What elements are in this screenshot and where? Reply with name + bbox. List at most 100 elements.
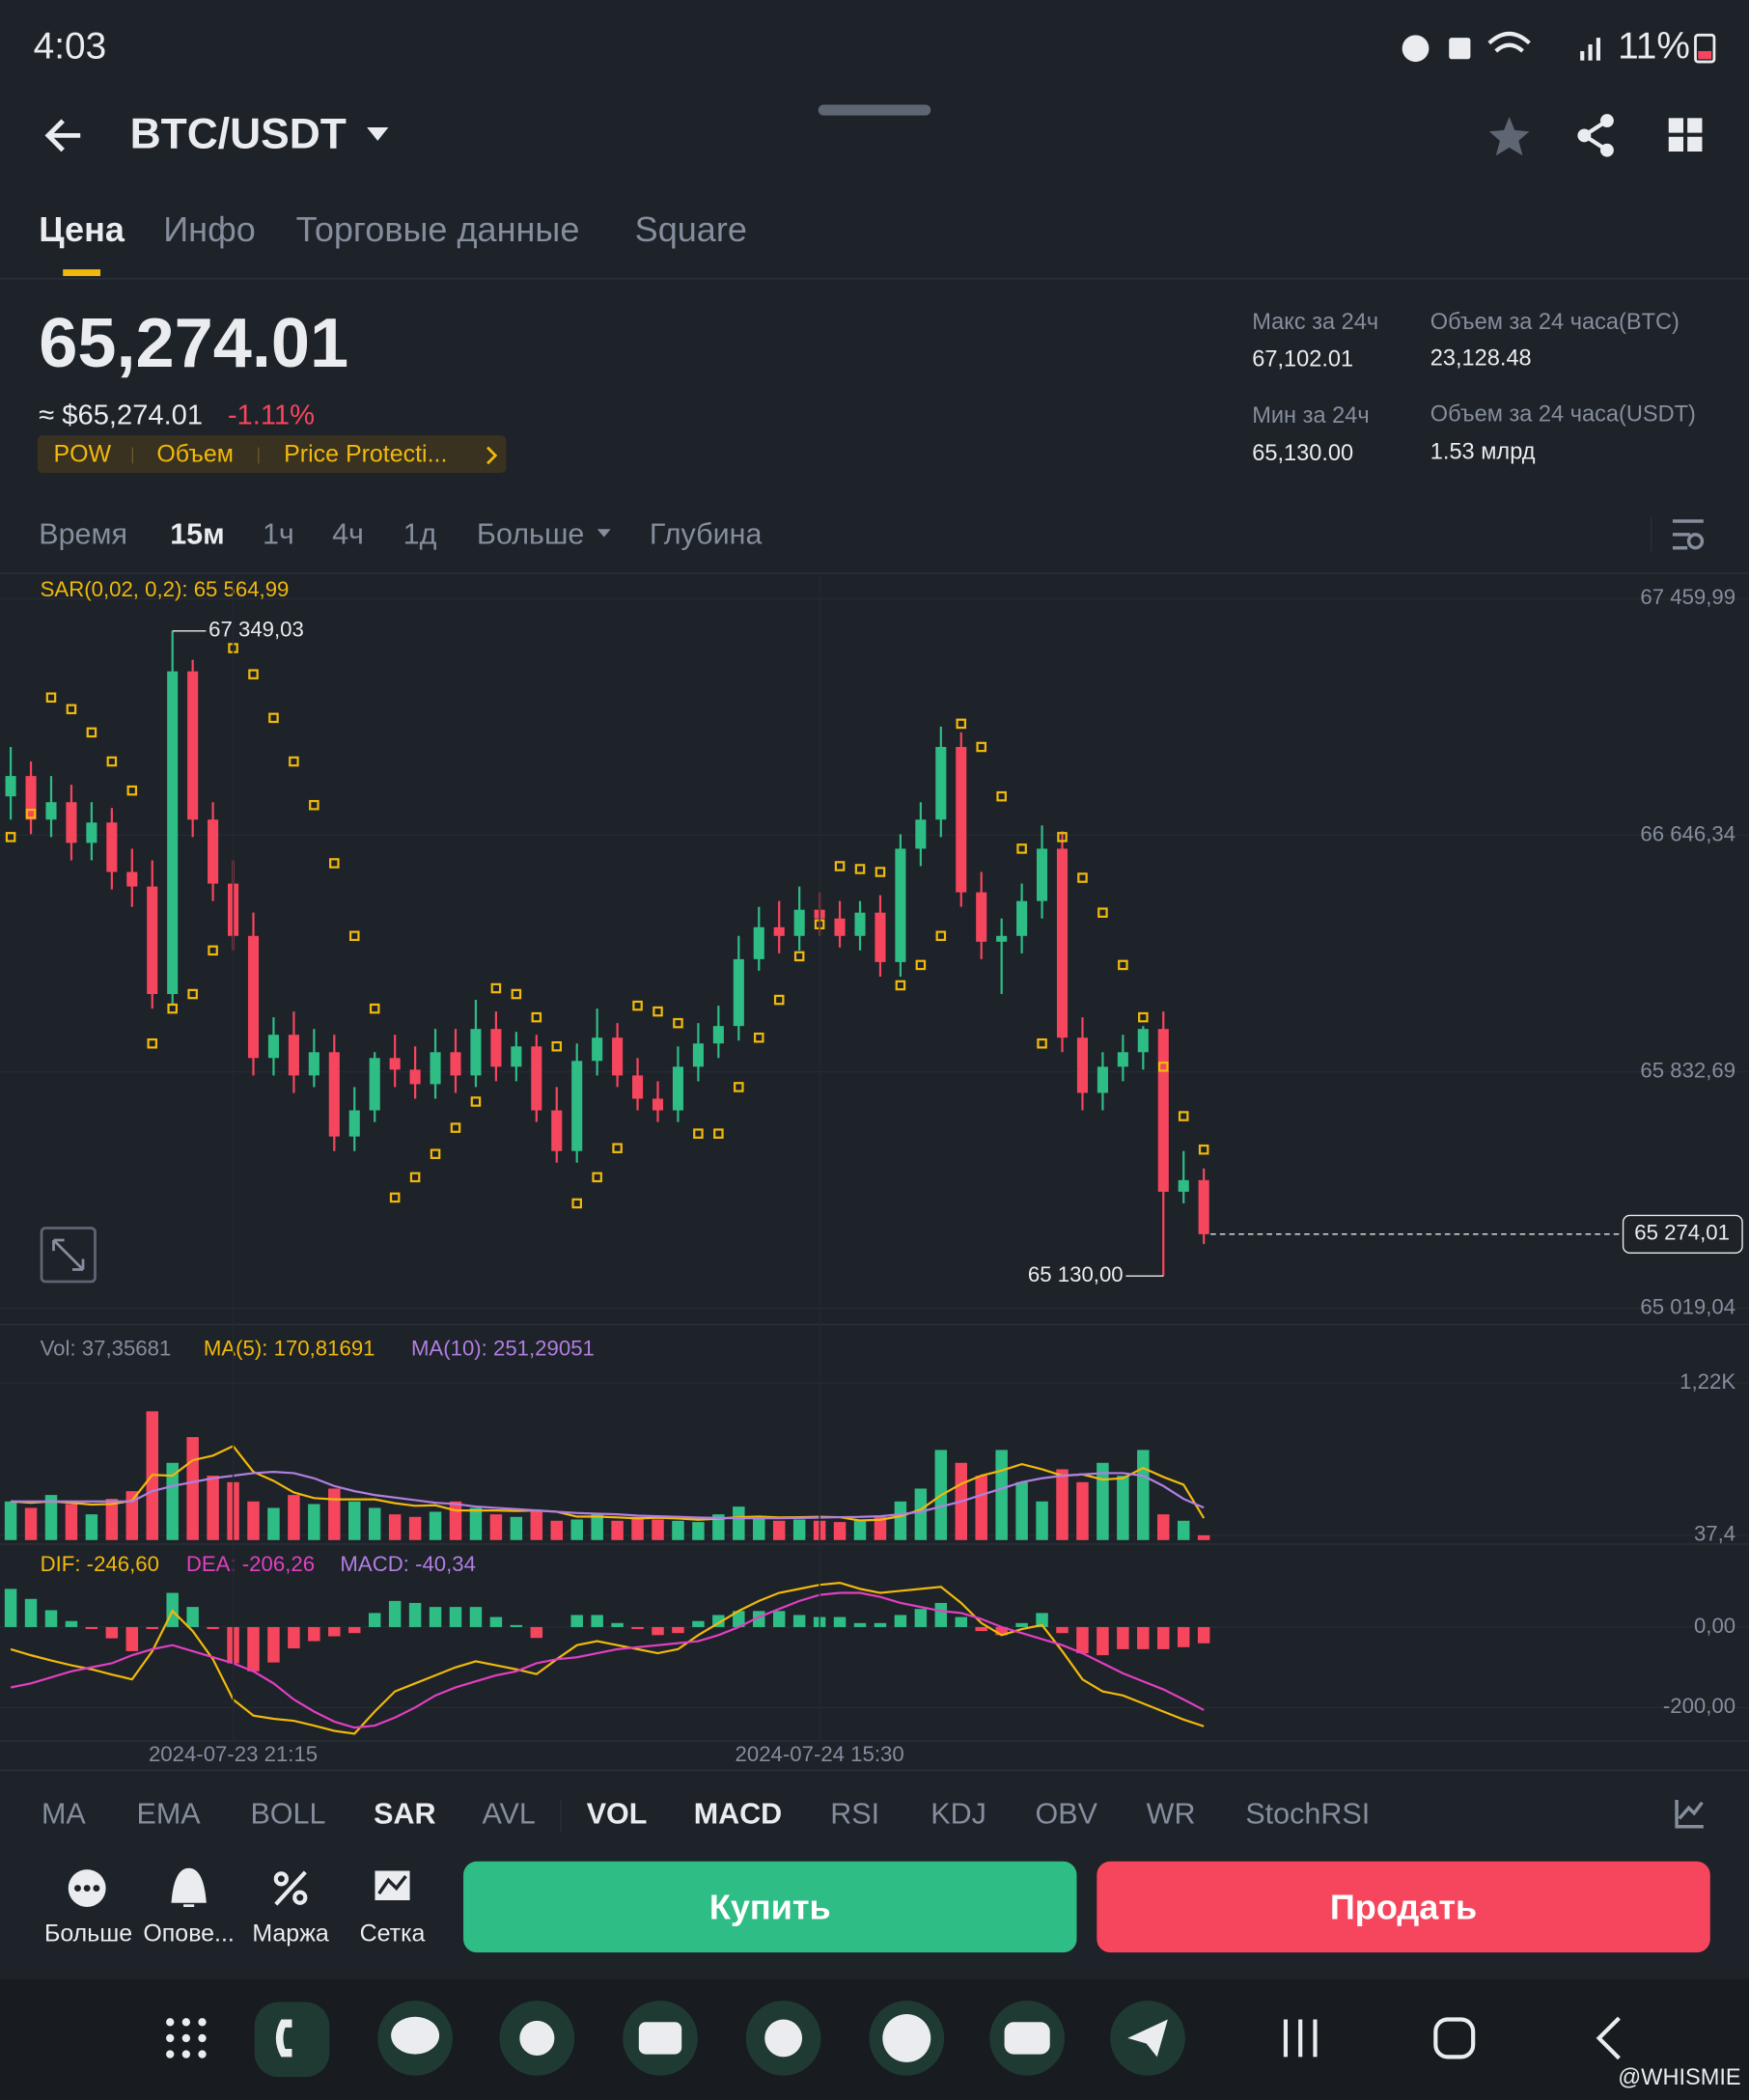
sar-dot xyxy=(935,930,947,942)
tag-bar[interactable] xyxy=(37,435,507,474)
interval[interactable]: 4ч xyxy=(332,517,364,550)
sar-dot xyxy=(773,994,785,1006)
x-tick-label: 2024-07-24 15:30 xyxy=(736,1742,904,1766)
indicator-tab[interactable]: AVL xyxy=(482,1798,535,1831)
action-label[interactable]: Опове... xyxy=(143,1920,235,1948)
indicator-tab[interactable]: EMA xyxy=(137,1798,202,1831)
action-label[interactable]: Больше xyxy=(44,1920,132,1948)
candle-body xyxy=(5,776,16,797)
interval[interactable]: 1ч xyxy=(263,517,294,550)
indicator-tab[interactable]: VOL xyxy=(587,1798,648,1831)
indicator-tab[interactable]: StochRSI xyxy=(1245,1798,1370,1831)
indicator-settings[interactable] xyxy=(1675,1799,1704,1829)
macd-bar xyxy=(1117,1626,1129,1649)
volume-bar xyxy=(1117,1476,1129,1540)
fullscreen-button[interactable] xyxy=(40,1227,97,1284)
candle-body xyxy=(25,776,37,820)
volume-bar xyxy=(368,1507,381,1540)
indicator-tab[interactable]: WR xyxy=(1147,1798,1196,1831)
candle-body xyxy=(86,822,97,843)
back-button[interactable] xyxy=(44,119,81,152)
drag-handle[interactable] xyxy=(818,104,931,116)
app-drawer[interactable] xyxy=(166,2018,207,2059)
tab[interactable]: Инфо xyxy=(163,209,256,249)
sar-dot xyxy=(632,1000,643,1011)
indicator-tab[interactable]: KDJ xyxy=(930,1798,986,1831)
dock-apps[interactable] xyxy=(254,2001,1185,2078)
sar-dot xyxy=(673,1017,683,1029)
volume-bar xyxy=(1076,1481,1089,1540)
action-label[interactable]: Сетка xyxy=(360,1920,426,1948)
grid-icon[interactable] xyxy=(375,1870,410,1901)
plot-area: 67 459,99 66 646,34 65 832,69 65 019,04 SAR(… xyxy=(0,575,1749,1766)
tag[interactable]: Price Protecti... xyxy=(284,441,447,468)
candle-body xyxy=(1056,848,1069,1038)
interval[interactable]: Время xyxy=(39,517,127,550)
macd-bar xyxy=(955,1616,968,1627)
tag-arrow[interactable] xyxy=(486,446,498,465)
volume-bar xyxy=(1137,1450,1150,1540)
macd-bar xyxy=(1177,1626,1190,1647)
battery: 11% xyxy=(1618,25,1690,67)
tag[interactable]: POW xyxy=(53,441,111,468)
macd-bar xyxy=(833,1616,847,1627)
interval[interactable]: Больше xyxy=(477,517,584,550)
system-nav[interactable] xyxy=(1283,2016,1621,2060)
layout-button[interactable] xyxy=(1668,118,1703,152)
sell-button[interactable] xyxy=(1097,1861,1710,1953)
pair-dropdown[interactable] xyxy=(367,127,389,141)
tab[interactable]: Цена xyxy=(39,209,125,249)
volume-bar xyxy=(1015,1481,1028,1540)
alert-icon[interactable] xyxy=(171,1867,207,1907)
pair-title[interactable]: BTC/USDT xyxy=(130,110,347,157)
buy-button[interactable] xyxy=(463,1861,1077,1953)
indicator-tab[interactable]: BOLL xyxy=(250,1798,325,1831)
volume-bar xyxy=(408,1516,422,1540)
indicator-line xyxy=(11,1470,1205,1520)
action-label[interactable]: Маржа xyxy=(252,1920,329,1948)
share-button[interactable] xyxy=(1577,114,1614,157)
buy-label[interactable]: Купить xyxy=(709,1887,831,1926)
chart-settings[interactable] xyxy=(1672,519,1705,550)
interval-dropdown[interactable] xyxy=(597,529,611,538)
volume-bar xyxy=(570,1519,583,1540)
favorite-button[interactable] xyxy=(1488,116,1530,156)
sar-dot xyxy=(369,1003,380,1014)
indicator-tab[interactable]: MACD xyxy=(694,1798,783,1831)
legend-entry: MACD: -40,34 xyxy=(340,1552,476,1576)
sar-dot xyxy=(430,1148,441,1159)
macd-bar xyxy=(530,1626,543,1639)
volume-bar xyxy=(207,1476,219,1540)
tab[interactable]: Square xyxy=(635,209,747,249)
volume-bar xyxy=(65,1504,78,1540)
indicator-tab[interactable]: SAR xyxy=(374,1798,435,1831)
volume-bar xyxy=(914,1488,928,1540)
indicator-tab[interactable]: RSI xyxy=(830,1798,879,1831)
margin-icon[interactable] xyxy=(273,1870,308,1906)
last-price-box xyxy=(1622,1214,1743,1254)
interval[interactable]: 1д xyxy=(403,517,437,550)
sell-label[interactable]: Продать xyxy=(1330,1887,1477,1926)
sar-dot xyxy=(834,861,846,871)
candle-body xyxy=(1157,1029,1169,1192)
candle-body xyxy=(511,1046,522,1067)
tab[interactable]: Торговые данные xyxy=(296,209,580,249)
sar-dot xyxy=(86,727,97,738)
volume-bar xyxy=(874,1516,887,1540)
macd-bar xyxy=(1097,1626,1109,1656)
macd-bar xyxy=(368,1613,381,1627)
candle-body xyxy=(45,802,57,820)
macd-bar xyxy=(469,1607,483,1627)
interval[interactable]: Глубина xyxy=(650,517,763,550)
macd-bar xyxy=(4,1589,17,1627)
stat-value: 67,102.01 xyxy=(1252,346,1353,372)
interval[interactable]: 15м xyxy=(170,517,225,550)
sar-dot xyxy=(874,867,886,877)
macd-bar xyxy=(65,1620,78,1627)
indicator-tab[interactable]: MA xyxy=(42,1798,86,1831)
indicator-tab[interactable]: OBV xyxy=(1035,1798,1097,1831)
macd-bar xyxy=(348,1626,361,1634)
sar-dot xyxy=(5,832,16,843)
tag[interactable]: Объем xyxy=(156,441,234,468)
